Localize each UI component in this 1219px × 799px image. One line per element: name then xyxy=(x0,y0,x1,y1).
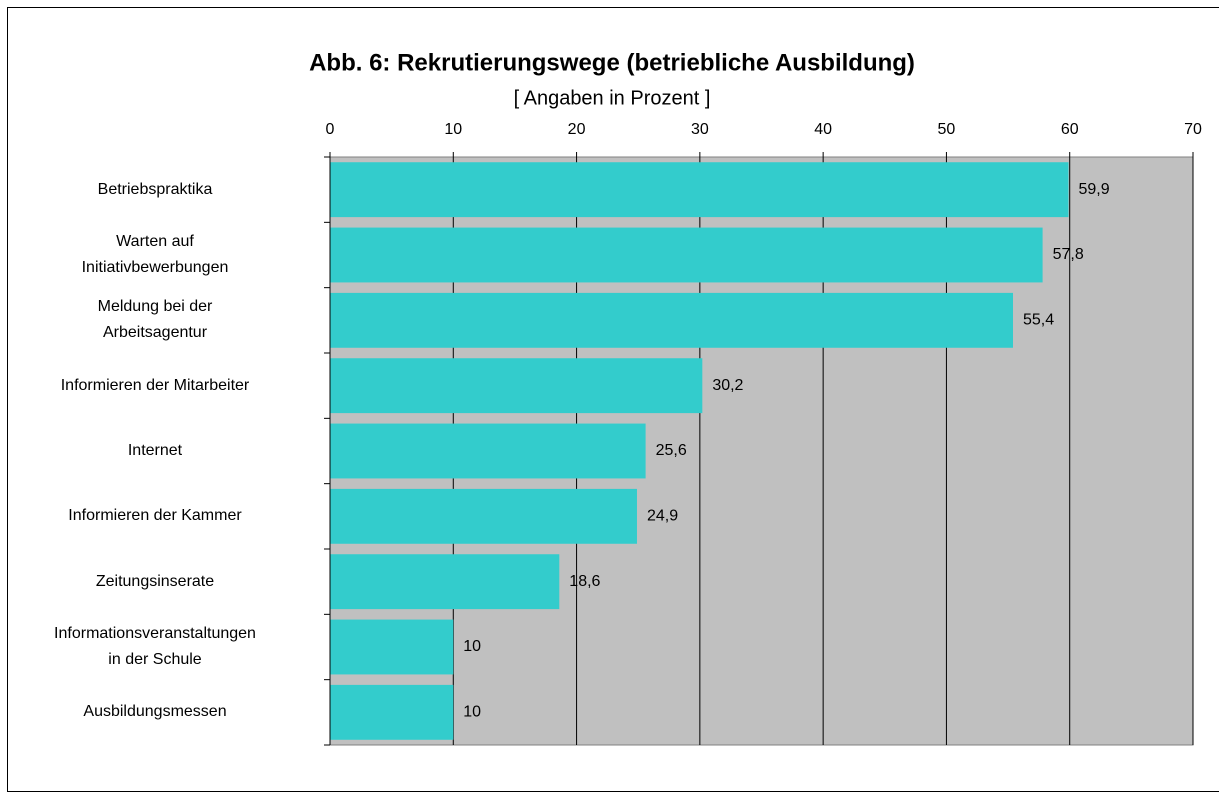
chart-subtitle: [ Angaben in Prozent ] xyxy=(514,87,711,109)
value-label: 10 xyxy=(463,638,481,655)
bar xyxy=(330,619,454,675)
value-label: 24,9 xyxy=(647,508,678,525)
bar xyxy=(330,227,1043,283)
y-tick-label: Internet xyxy=(127,442,183,459)
value-label: 30,2 xyxy=(712,377,743,394)
y-tick-label: Informieren der Mitarbeiter xyxy=(60,376,250,394)
bar xyxy=(330,554,560,610)
x-tick-label: 20 xyxy=(568,121,586,138)
chart-title: Abb. 6: Rekrutierungswege (betriebliche … xyxy=(309,49,915,76)
value-label: 57,8 xyxy=(1053,246,1084,263)
value-label: 18,6 xyxy=(569,573,600,590)
y-tick-label: Informationsveranstaltungen in der Schul… xyxy=(54,625,256,668)
value-label: 10 xyxy=(463,704,481,721)
x-tick-label: 50 xyxy=(938,121,956,138)
bar xyxy=(330,162,1069,218)
y-tick-label: Warten auf Initiativbewerbungen xyxy=(81,233,229,276)
value-label: 59,9 xyxy=(1078,181,1109,198)
value-label: 25,6 xyxy=(656,442,687,459)
value-label: 55,4 xyxy=(1023,312,1054,329)
y-tick-label: Meldung bei der Arbeitsagentur xyxy=(97,298,213,342)
frame xyxy=(7,7,1219,792)
x-tick-label: 60 xyxy=(1061,121,1079,138)
x-tick-label: 70 xyxy=(1184,121,1202,138)
bar xyxy=(330,488,637,544)
bar xyxy=(330,358,703,414)
bar xyxy=(330,684,454,740)
bar xyxy=(330,423,646,479)
x-tick-label: 0 xyxy=(326,121,335,138)
x-tick-label: 40 xyxy=(814,121,832,138)
x-tick-label: 30 xyxy=(691,121,709,138)
y-tick-label: Zeitungsinserate xyxy=(95,572,215,590)
y-tick-label: Informieren der Kammer xyxy=(68,507,242,525)
y-tick-label: Ausbildungsmessen xyxy=(83,703,227,721)
y-tick-label: Betriebspraktika xyxy=(97,180,213,198)
bar xyxy=(330,292,1014,348)
x-tick-label: 10 xyxy=(444,121,462,138)
